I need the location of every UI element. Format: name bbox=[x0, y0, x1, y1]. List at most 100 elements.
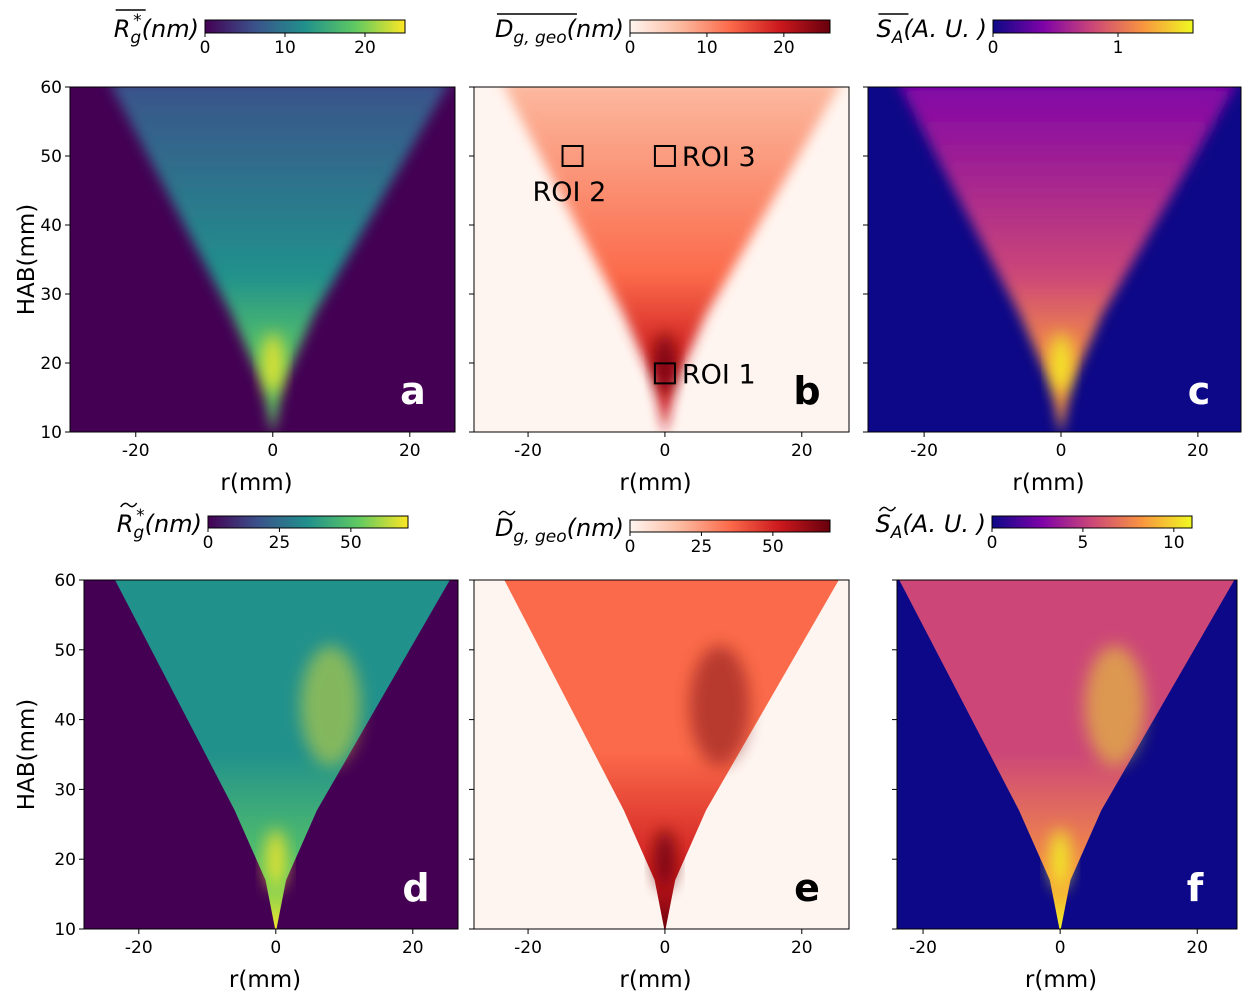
hot-zone bbox=[1084, 645, 1145, 766]
x-tick-label: 20 bbox=[791, 938, 813, 958]
flame-region bbox=[504, 580, 839, 929]
colorbar-subscript: g, geo bbox=[513, 527, 566, 547]
colorbar-title: SA(A. U. ) bbox=[876, 15, 987, 48]
x-tick-label: 0 bbox=[1055, 938, 1066, 958]
x-tick-label: -20 bbox=[125, 938, 153, 958]
colorbar-symbol: S bbox=[876, 15, 891, 43]
accent-tilde bbox=[878, 506, 897, 512]
hot-zone bbox=[265, 829, 286, 890]
colorbar-tick-label: 10 bbox=[696, 38, 718, 58]
x-axis-label: r(mm) bbox=[1025, 967, 1097, 993]
colorbar-title: Dg, geo(nm) bbox=[495, 15, 624, 48]
hot-zone bbox=[300, 645, 361, 766]
roi-label: ROI 1 bbox=[682, 359, 756, 390]
panel-label: e bbox=[794, 866, 820, 910]
roi-label: ROI 3 bbox=[682, 142, 756, 173]
x-tick-label: 20 bbox=[1186, 938, 1208, 958]
y-tick-label: 10 bbox=[54, 920, 76, 940]
panel-label: d bbox=[402, 866, 429, 910]
y-axis-label: HAB(mm) bbox=[14, 204, 40, 316]
colorbar-symbol: R bbox=[114, 15, 131, 43]
colorbar-superscript: * bbox=[136, 506, 145, 526]
y-tick-label: 40 bbox=[54, 711, 76, 731]
x-tick-label: -20 bbox=[122, 441, 150, 461]
colorbar-tick-label: 10 bbox=[1163, 533, 1185, 553]
x-tick-label: 20 bbox=[399, 441, 421, 461]
colorbar-subscript: g bbox=[133, 523, 144, 543]
x-tick-label: 0 bbox=[660, 938, 671, 958]
plot-frame bbox=[69, 86, 456, 433]
hot-zone bbox=[262, 333, 283, 393]
colorbar bbox=[991, 515, 1193, 529]
flame-region bbox=[900, 87, 1235, 432]
x-tick-label: 0 bbox=[660, 441, 671, 461]
flame-region bbox=[115, 580, 450, 929]
heatmap-field bbox=[900, 87, 1235, 432]
colorbar-tick-label: 50 bbox=[762, 537, 784, 557]
flame-region bbox=[899, 580, 1235, 929]
colorbar-subscript: A bbox=[891, 28, 904, 48]
colorbar-tick-label: 0 bbox=[988, 38, 999, 58]
colorbar bbox=[629, 519, 831, 533]
colorbar-symbol: D bbox=[495, 15, 513, 43]
colorbar-tick-label: 5 bbox=[1077, 533, 1088, 553]
colorbar-title: Dg, geo(nm) bbox=[495, 514, 624, 547]
colorbar-title: Rg*(nm) bbox=[114, 11, 199, 48]
colorbar-symbol: R bbox=[117, 510, 134, 538]
roi-box bbox=[561, 145, 584, 167]
heatmap-field bbox=[899, 580, 1235, 929]
heatmap-field bbox=[111, 87, 447, 432]
y-tick-label: 40 bbox=[40, 216, 62, 236]
plot-frame bbox=[473, 86, 850, 433]
x-axis-label: r(mm) bbox=[229, 967, 301, 993]
colorbar-tick-label: 25 bbox=[269, 533, 291, 553]
x-axis-label: r(mm) bbox=[220, 470, 292, 496]
colorbar-title: SA(A. U. ) bbox=[875, 510, 986, 543]
flame-region bbox=[504, 87, 839, 432]
accent-tilde bbox=[498, 510, 516, 516]
hot-zone bbox=[1050, 829, 1071, 890]
colorbar-subscript: A bbox=[890, 523, 903, 543]
panel-label: b bbox=[793, 369, 820, 413]
roi-label: ROI 2 bbox=[533, 177, 607, 208]
colorbar-subscript: g, geo bbox=[513, 28, 566, 48]
hot-zone bbox=[654, 829, 675, 890]
colorbar-subscript: g bbox=[130, 28, 141, 48]
x-tick-label: 20 bbox=[402, 938, 424, 958]
colorbar bbox=[204, 19, 406, 34]
plot-frame bbox=[867, 86, 1242, 433]
y-tick-label: 20 bbox=[54, 850, 76, 870]
x-tick-label: 0 bbox=[1056, 441, 1067, 461]
y-tick-label: 50 bbox=[54, 641, 76, 661]
colorbar-symbol: D bbox=[495, 514, 513, 542]
colorbar-tick-label: 10 bbox=[274, 38, 296, 58]
x-tick-label: 20 bbox=[791, 441, 813, 461]
colorbar-tick-label: 0 bbox=[203, 533, 214, 553]
x-tick-label: -20 bbox=[909, 938, 937, 958]
y-axis-label: HAB(mm) bbox=[14, 699, 40, 811]
heatmap-field bbox=[504, 580, 839, 929]
colorbar-unit: (nm) bbox=[145, 510, 202, 538]
colorbar-tick-label: 25 bbox=[691, 537, 713, 557]
colorbar-superscript: * bbox=[133, 11, 142, 31]
colorbar-tick-label: 0 bbox=[200, 38, 211, 58]
heatmap-field bbox=[115, 580, 450, 929]
accent-tilde bbox=[120, 502, 138, 508]
colorbar-unit: (nm) bbox=[567, 15, 624, 43]
y-tick-label: 60 bbox=[40, 78, 62, 98]
colorbar-unit: (nm) bbox=[567, 514, 624, 542]
roi-box bbox=[653, 145, 676, 167]
x-axis-label: r(mm) bbox=[619, 967, 691, 993]
colorbar-tick-label: 20 bbox=[773, 38, 795, 58]
y-tick-label: 50 bbox=[40, 147, 62, 167]
y-tick-label: 30 bbox=[40, 285, 62, 305]
colorbar-unit: (A. U. ) bbox=[902, 510, 986, 538]
x-tick-label: -20 bbox=[910, 441, 938, 461]
x-tick-label: 20 bbox=[1187, 441, 1209, 461]
colorbar-symbol: S bbox=[875, 510, 890, 538]
x-tick-label: 0 bbox=[270, 938, 281, 958]
panel-label: c bbox=[1188, 369, 1211, 413]
y-tick-label: 10 bbox=[40, 423, 62, 443]
roi-box bbox=[653, 362, 676, 385]
